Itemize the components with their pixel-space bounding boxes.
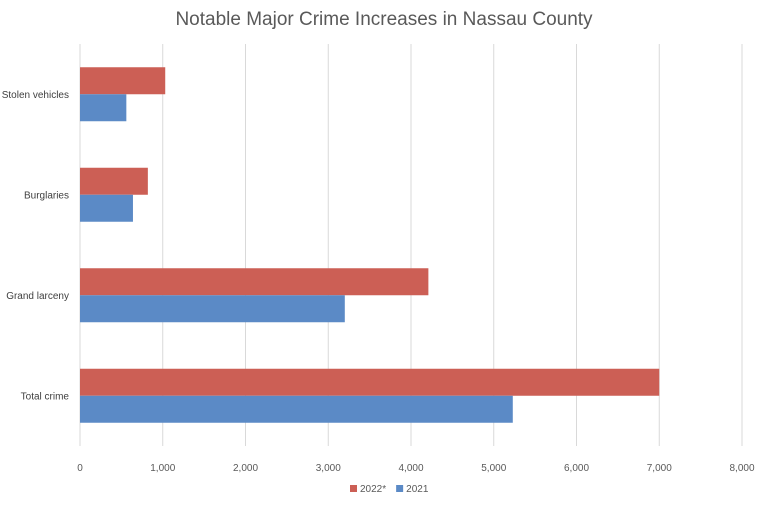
category-label: Total crime [21, 391, 70, 402]
bar-2021-grand-larceny [80, 295, 345, 323]
bar-2021-total-crime [80, 395, 513, 423]
bar-2021-stolen-vehicles [80, 94, 127, 122]
legend-label: 2021 [406, 484, 429, 495]
category-label: Stolen vehicles [2, 90, 69, 101]
bar-2022-burglaries [80, 167, 148, 195]
chart-title: Notable Major Crime Increases in Nassau … [175, 9, 593, 30]
category-label: Grand larceny [6, 291, 69, 302]
category-label: Burglaries [24, 190, 69, 201]
bar-2021-burglaries [80, 194, 133, 222]
legend: 2022* 2021 [350, 484, 429, 495]
legend-label: 2022* [360, 484, 386, 495]
bar-2022-grand-larceny [80, 268, 429, 296]
bar-2022-total-crime [80, 368, 660, 396]
x-tick-label: 2,000 [233, 463, 258, 474]
x-tick-label: 7,000 [647, 463, 672, 474]
legend-swatch [396, 485, 404, 492]
category-labels: Total crime Grand larceny Burglaries Stolen… [2, 90, 70, 403]
bar-2022-stolen-vehicles [80, 67, 166, 95]
x-tick-label: 8,000 [729, 463, 754, 474]
legend-swatch [350, 485, 357, 492]
x-tick-label: 5,000 [481, 463, 506, 474]
x-tick-label: 0 [77, 463, 83, 474]
bars [80, 67, 660, 423]
gridlines [79, 44, 743, 446]
x-tick-label: 6,000 [564, 463, 589, 474]
x-tick-label: 1,000 [150, 463, 175, 474]
x-tick-label: 4,000 [398, 463, 423, 474]
x-axis-ticks: 0 1,000 2,000 3,000 4,000 5,000 6,000 7,000 8,00… [77, 463, 755, 474]
x-tick-label: 3,000 [316, 463, 341, 474]
